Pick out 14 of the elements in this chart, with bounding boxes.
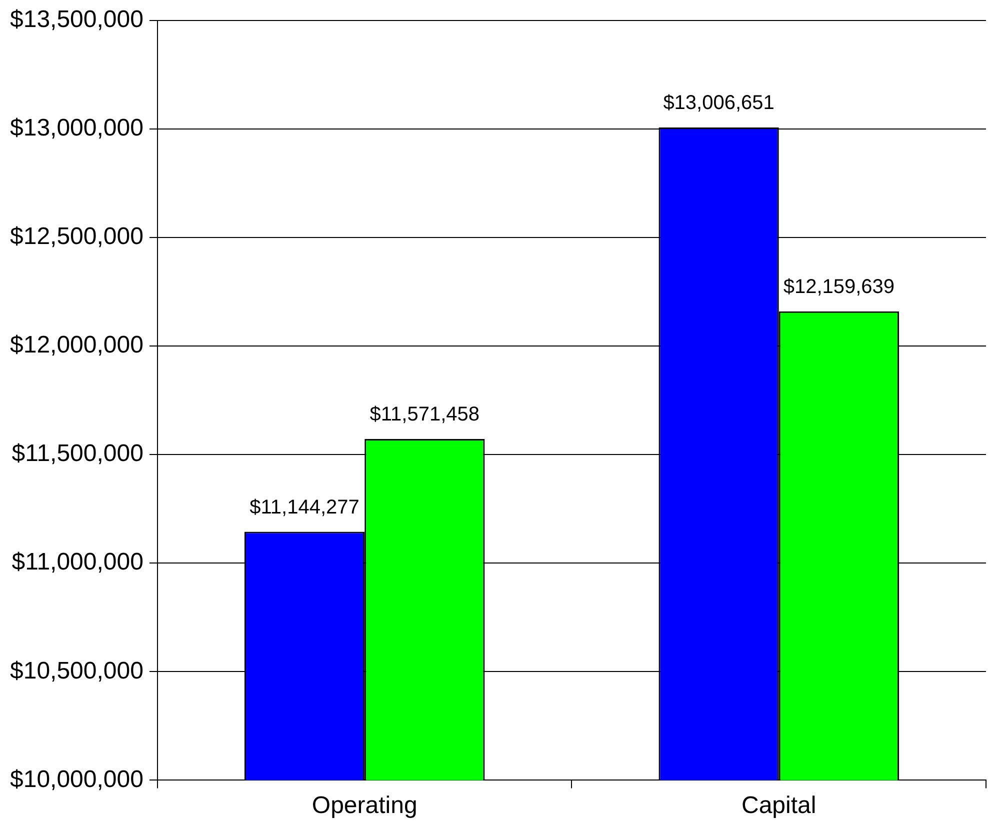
y-tick-label: $12,000,000 [10, 332, 144, 359]
y-tick-label: $13,500,000 [10, 6, 144, 34]
y-tick-label: $10,000,000 [10, 766, 144, 793]
x-tick-label: Operating [312, 792, 418, 820]
y-tick-label: $10,500,000 [10, 657, 144, 684]
x-tick-label: Capital [742, 792, 816, 820]
y-tick-label: $11,500,000 [12, 440, 144, 468]
data-label: $12,159,639 [783, 276, 895, 298]
data-label: $11,144,277 [250, 496, 360, 518]
y-tick-label: $12,500,000 [10, 223, 144, 250]
y-tick-label: $13,000,000 [10, 114, 144, 142]
y-tick-label: $11,000,000 [12, 548, 144, 576]
data-label: $11,571,458 [370, 404, 480, 426]
data-label: $13,006,651 [663, 92, 774, 114]
